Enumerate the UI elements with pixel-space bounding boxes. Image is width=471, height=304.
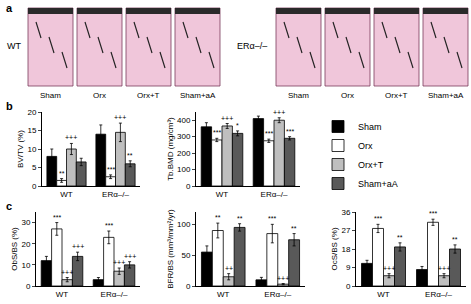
svg-text:**: ** (397, 234, 403, 241)
svg-text:++: ++ (225, 265, 233, 272)
svg-text:+++: +++ (277, 275, 289, 282)
svg-text:36: 36 (341, 208, 350, 217)
svg-text:Sham: Sham (40, 91, 61, 100)
svg-text:a: a (6, 2, 13, 14)
svg-text:***: *** (265, 130, 273, 137)
svg-text:c: c (6, 200, 12, 212)
svg-text:Tb.BMD (mg/cm³): Tb.BMD (mg/cm³) (166, 117, 175, 181)
svg-text:Orx: Orx (358, 141, 373, 151)
svg-text:WT: WT (217, 290, 230, 299)
svg-text:15: 15 (27, 126, 36, 135)
svg-text:100: 100 (177, 165, 191, 174)
svg-text:ERα–/–: ERα–/– (101, 290, 128, 299)
svg-text:10: 10 (21, 261, 30, 270)
svg-text:**: ** (59, 170, 65, 177)
svg-text:***: *** (374, 215, 382, 222)
svg-text:WT: WT (7, 41, 21, 51)
svg-text:+++: +++ (61, 269, 73, 276)
svg-text:**: ** (237, 215, 243, 222)
svg-text:ERα–/–: ERα–/– (261, 190, 288, 199)
svg-text:30: 30 (21, 218, 30, 227)
svg-text:20: 20 (21, 240, 30, 249)
svg-text:***: *** (213, 129, 221, 136)
svg-text:Sham+aA: Sham+aA (358, 179, 398, 189)
svg-text:ObS/BS (%): ObS/BS (%) (10, 227, 19, 271)
svg-text:**: ** (127, 152, 133, 159)
svg-text:Orx: Orx (93, 91, 106, 100)
svg-text:***: *** (268, 215, 276, 222)
svg-text:+++: +++ (273, 109, 285, 116)
svg-text:20: 20 (27, 108, 36, 117)
svg-text:b: b (6, 100, 13, 112)
svg-text:ERα–/–: ERα–/– (425, 290, 452, 299)
svg-text:+++: +++ (221, 115, 233, 122)
svg-text:100: 100 (177, 220, 191, 229)
svg-text:OcS/BS (%): OcS/BS (%) (330, 227, 339, 270)
svg-text:50: 50 (181, 251, 190, 260)
svg-text:**: ** (215, 214, 221, 221)
svg-text:0: 0 (186, 282, 191, 291)
svg-text:BV/TV (%): BV/TV (%) (16, 130, 25, 168)
svg-text:300: 300 (177, 132, 191, 141)
svg-text:**: ** (291, 225, 297, 232)
svg-text:27: 27 (341, 226, 350, 235)
svg-text:+++: +++ (65, 134, 77, 141)
svg-text:+++: +++ (114, 114, 126, 121)
svg-text:ERα–/–: ERα–/– (237, 41, 267, 51)
svg-text:0: 0 (186, 182, 191, 191)
svg-text:**: ** (452, 236, 458, 243)
svg-text:***: *** (286, 128, 294, 135)
svg-text:0: 0 (32, 182, 37, 191)
svg-text:***: *** (107, 166, 115, 173)
svg-text:9: 9 (346, 263, 351, 272)
svg-text:0: 0 (26, 282, 31, 291)
svg-text:+++: +++ (383, 265, 395, 272)
svg-text:+++: +++ (113, 259, 125, 266)
svg-text:WT: WT (216, 190, 229, 199)
svg-text:Sham+aA: Sham+aA (428, 91, 464, 100)
svg-text:*: * (236, 122, 239, 129)
svg-text:10: 10 (27, 145, 36, 154)
svg-text:Sham+aA: Sham+aA (180, 91, 216, 100)
svg-text:+++: +++ (72, 243, 84, 250)
svg-text:0: 0 (346, 282, 351, 291)
svg-text:***: *** (105, 222, 113, 229)
svg-text:200: 200 (177, 149, 191, 158)
svg-text:5: 5 (32, 163, 37, 172)
svg-text:WT: WT (56, 290, 69, 299)
svg-text:BFR/BS (mm³/mm²/yr): BFR/BS (mm³/mm²/yr) (166, 209, 175, 289)
svg-text:WT: WT (377, 290, 390, 299)
svg-text:ERα–/–: ERα–/– (264, 290, 291, 299)
svg-text:Orx+T: Orx+T (385, 91, 408, 100)
svg-text:***: *** (53, 214, 61, 221)
svg-text:18: 18 (341, 245, 350, 254)
svg-text:Orx: Orx (341, 91, 354, 100)
svg-text:WT: WT (60, 190, 73, 199)
svg-text:400: 400 (177, 116, 191, 125)
svg-text:Orx+T: Orx+T (137, 91, 160, 100)
svg-text:***: *** (429, 210, 437, 217)
svg-text:Sham: Sham (358, 122, 382, 132)
svg-text:Orx+T: Orx+T (358, 160, 384, 170)
svg-text:ERα–/–: ERα–/– (102, 190, 129, 199)
svg-text:+++: +++ (124, 253, 136, 260)
svg-text:+++: +++ (438, 265, 450, 272)
svg-text:Sham: Sham (288, 91, 309, 100)
